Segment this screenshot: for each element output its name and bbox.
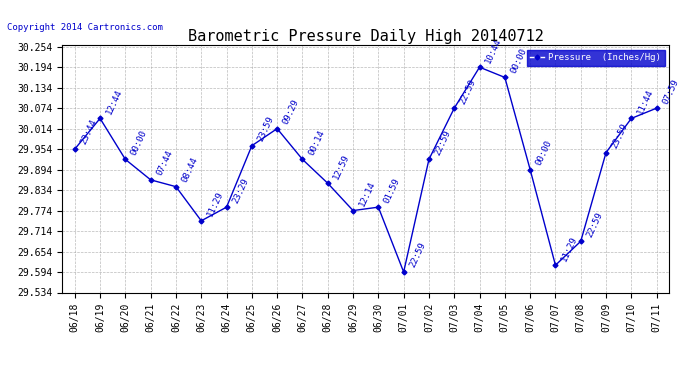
Line: Pressure  (Inches/Hg): Pressure (Inches/Hg) (73, 66, 658, 274)
Pressure  (Inches/Hg) (197, 219, 206, 223)
Text: 00:14: 00:14 (306, 128, 326, 157)
Pressure  (Inches/Hg) (501, 75, 509, 80)
Text: 23:29: 23:29 (230, 176, 250, 204)
Text: 11:44: 11:44 (635, 87, 655, 116)
Text: 12:44: 12:44 (104, 87, 124, 116)
Legend: Pressure  (Inches/Hg): Pressure (Inches/Hg) (526, 50, 664, 66)
Pressure  (Inches/Hg) (96, 116, 104, 121)
Pressure  (Inches/Hg) (349, 209, 357, 213)
Text: 08:44: 08:44 (180, 156, 199, 184)
Pressure  (Inches/Hg) (146, 178, 155, 182)
Text: 07:44: 07:44 (155, 149, 175, 177)
Pressure  (Inches/Hg) (577, 239, 585, 243)
Pressure  (Inches/Hg) (526, 167, 534, 172)
Text: 23:44: 23:44 (79, 118, 99, 146)
Text: 12:14: 12:14 (357, 180, 377, 208)
Text: 00:00: 00:00 (509, 46, 529, 75)
Text: 22:59: 22:59 (408, 241, 427, 269)
Pressure  (Inches/Hg) (450, 106, 458, 110)
Text: 22:59: 22:59 (433, 128, 453, 157)
Pressure  (Inches/Hg) (400, 270, 408, 274)
Pressure  (Inches/Hg) (551, 263, 560, 267)
Text: 00:00: 00:00 (534, 139, 554, 167)
Pressure  (Inches/Hg) (425, 157, 433, 162)
Pressure  (Inches/Hg) (70, 147, 79, 152)
Pressure  (Inches/Hg) (653, 106, 661, 110)
Pressure  (Inches/Hg) (324, 181, 332, 186)
Text: 11:29: 11:29 (206, 190, 225, 218)
Text: Copyright 2014 Cartronics.com: Copyright 2014 Cartronics.com (7, 22, 163, 32)
Pressure  (Inches/Hg) (374, 205, 382, 209)
Text: 23:59: 23:59 (256, 115, 275, 143)
Text: 22:59: 22:59 (458, 77, 478, 105)
Text: 10:44: 10:44 (484, 36, 503, 64)
Text: 09:29: 09:29 (282, 98, 301, 126)
Pressure  (Inches/Hg) (172, 184, 180, 189)
Text: 01:59: 01:59 (382, 176, 402, 204)
Pressure  (Inches/Hg) (248, 144, 256, 148)
Pressure  (Inches/Hg) (298, 157, 306, 162)
Pressure  (Inches/Hg) (121, 157, 130, 162)
Text: 22:59: 22:59 (585, 210, 604, 238)
Text: 00:00: 00:00 (130, 128, 149, 157)
Text: 12:59: 12:59 (332, 152, 351, 180)
Pressure  (Inches/Hg) (627, 116, 635, 121)
Pressure  (Inches/Hg) (273, 126, 282, 131)
Text: 11:29: 11:29 (560, 234, 579, 262)
Pressure  (Inches/Hg) (475, 65, 484, 69)
Pressure  (Inches/Hg) (602, 150, 610, 155)
Text: 07:59: 07:59 (661, 77, 680, 105)
Title: Barometric Pressure Daily High 20140712: Barometric Pressure Daily High 20140712 (188, 29, 544, 44)
Pressure  (Inches/Hg) (222, 205, 230, 209)
Text: 23:59: 23:59 (610, 122, 630, 150)
